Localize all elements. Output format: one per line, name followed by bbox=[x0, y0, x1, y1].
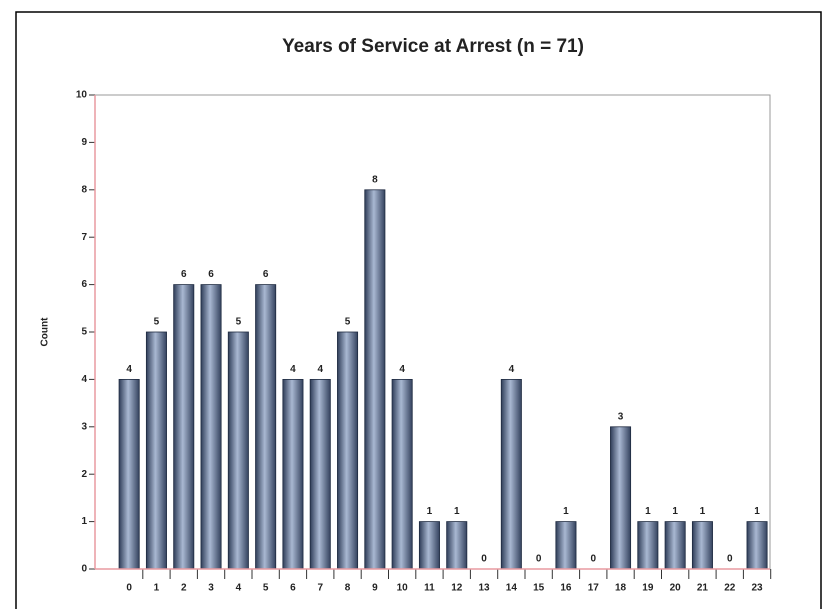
y-tick-label: 9 bbox=[81, 137, 87, 148]
value-label: 6 bbox=[208, 269, 214, 280]
x-tick-label: 4 bbox=[236, 583, 242, 594]
value-label: 1 bbox=[563, 506, 569, 517]
x-tick-label: 17 bbox=[588, 583, 600, 594]
value-label: 0 bbox=[727, 554, 733, 565]
x-tick-label: 23 bbox=[751, 583, 763, 594]
value-label: 1 bbox=[754, 506, 760, 517]
value-label: 3 bbox=[618, 411, 624, 422]
chart-title: Years of Service at Arrest (n = 71) bbox=[282, 36, 584, 57]
value-label: 0 bbox=[481, 554, 487, 565]
y-tick-label: 4 bbox=[81, 374, 87, 385]
x-tick-label: 20 bbox=[670, 583, 682, 594]
value-label: 4 bbox=[317, 364, 323, 375]
x-tick-label: 5 bbox=[263, 583, 269, 594]
bar bbox=[691, 521, 713, 570]
bar bbox=[337, 331, 359, 570]
value-label: 1 bbox=[427, 506, 433, 517]
x-tick-label: 13 bbox=[478, 583, 490, 594]
y-tick-label: 10 bbox=[76, 90, 88, 101]
value-label: 1 bbox=[454, 506, 460, 517]
x-tick-label: 2 bbox=[181, 583, 187, 594]
bar bbox=[309, 378, 331, 570]
bar bbox=[500, 378, 522, 570]
value-label: 6 bbox=[263, 269, 269, 280]
x-tick-label: 16 bbox=[560, 583, 572, 594]
y-tick-label: 5 bbox=[81, 327, 87, 338]
bar bbox=[200, 284, 222, 570]
bar bbox=[364, 189, 386, 570]
bar bbox=[173, 284, 195, 570]
bar bbox=[227, 331, 249, 570]
bar bbox=[446, 521, 468, 570]
y-tick-label: 1 bbox=[81, 516, 87, 527]
x-tick-label: 11 bbox=[424, 583, 435, 594]
value-label: 4 bbox=[509, 364, 515, 375]
y-tick-label: 2 bbox=[81, 469, 87, 480]
x-tick-label: 10 bbox=[397, 583, 409, 594]
bar bbox=[418, 521, 440, 570]
bar bbox=[664, 521, 686, 570]
bar bbox=[282, 378, 304, 570]
y-tick-label: 3 bbox=[81, 421, 87, 432]
value-label: 1 bbox=[645, 506, 651, 517]
value-label: 5 bbox=[345, 317, 351, 328]
bar bbox=[118, 378, 140, 570]
y-axis-label: Count bbox=[40, 317, 51, 347]
value-label: 5 bbox=[236, 317, 242, 328]
bar bbox=[255, 284, 277, 570]
x-tick-label: 15 bbox=[533, 583, 545, 594]
x-tick-label: 1 bbox=[154, 583, 160, 594]
x-tick-label: 9 bbox=[372, 583, 378, 594]
value-label: 0 bbox=[536, 554, 542, 565]
y-tick-label: 0 bbox=[81, 564, 87, 575]
value-label: 4 bbox=[126, 364, 132, 375]
x-tick-label: 21 bbox=[697, 583, 709, 594]
value-label: 5 bbox=[154, 317, 160, 328]
value-label: 1 bbox=[672, 506, 678, 517]
value-label: 8 bbox=[372, 174, 378, 185]
x-tick-label: 22 bbox=[724, 583, 736, 594]
x-tick-label: 14 bbox=[506, 583, 518, 594]
x-tick-label: 19 bbox=[642, 583, 654, 594]
value-label: 1 bbox=[700, 506, 706, 517]
bar bbox=[145, 331, 167, 570]
value-label: 0 bbox=[590, 554, 596, 565]
x-tick-label: 8 bbox=[345, 583, 351, 594]
x-tick-label: 18 bbox=[615, 583, 627, 594]
bar bbox=[746, 521, 768, 570]
x-tick-label: 6 bbox=[290, 583, 296, 594]
x-tick-label: 3 bbox=[208, 583, 214, 594]
x-tick-label: 12 bbox=[451, 583, 463, 594]
bar bbox=[637, 521, 659, 570]
bar bbox=[610, 426, 632, 570]
x-tick-label: 0 bbox=[126, 583, 132, 594]
value-label: 6 bbox=[181, 269, 187, 280]
y-tick-label: 7 bbox=[81, 232, 87, 243]
value-label: 4 bbox=[290, 364, 296, 375]
x-tick-label: 7 bbox=[317, 583, 323, 594]
y-tick-label: 8 bbox=[81, 184, 87, 195]
bar bbox=[391, 378, 413, 570]
value-label: 4 bbox=[399, 364, 405, 375]
bar bbox=[555, 521, 577, 570]
y-tick-label: 6 bbox=[81, 279, 87, 290]
